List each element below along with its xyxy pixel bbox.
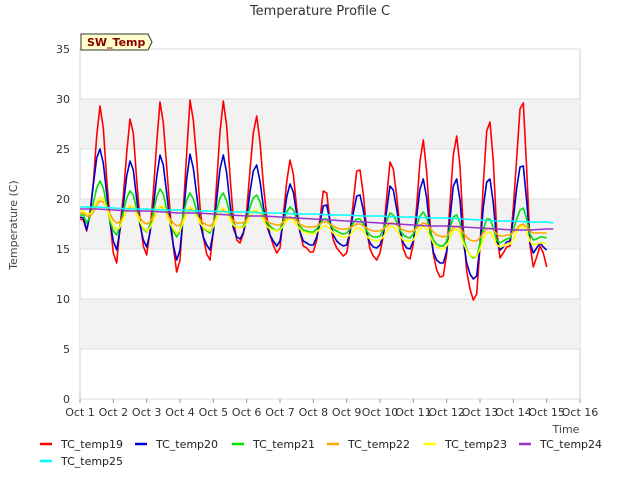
- legend-label-TC_temp25: TC_temp25: [60, 455, 123, 468]
- series-lines: [79, 99, 554, 301]
- x-tick-label: Oct 11: [395, 406, 432, 419]
- legend-label-TC_temp24: TC_temp24: [539, 438, 602, 451]
- x-tick-label: Oct 14: [495, 406, 532, 419]
- x-tick-label: Oct 6: [232, 406, 262, 419]
- annotation-box: SW_Temp: [80, 33, 153, 51]
- annotation-shape: [80, 33, 153, 51]
- y-tick-label: 5: [63, 343, 70, 356]
- x-tick-label: Oct 1: [65, 406, 95, 419]
- x-tick-label: Oct 10: [362, 406, 399, 419]
- x-axis-title: Time: [552, 423, 580, 436]
- series-line-TC_temp19: [79, 99, 548, 301]
- x-tick-label: Oct 9: [332, 406, 362, 419]
- x-tick-label: Oct 12: [428, 406, 465, 419]
- grid-lines: [80, 48, 580, 400]
- x-tick-label: Oct 13: [462, 406, 499, 419]
- x-tick-label: Oct 3: [132, 406, 162, 419]
- legend-label-TC_temp19: TC_temp19: [60, 438, 123, 451]
- series-line-TC_temp24: [80, 208, 554, 231]
- y-tick-label: 25: [56, 143, 70, 156]
- legend-label-TC_temp23: TC_temp23: [444, 438, 507, 451]
- series-line-TC_temp25: [80, 206, 554, 224]
- chart-title: Temperature Profile C: [249, 4, 390, 19]
- y-tick-label: 20: [56, 193, 70, 206]
- x-tick-label: Oct 8: [299, 406, 329, 419]
- x-tick-label: Oct 7: [265, 406, 295, 419]
- y-tick-label: 10: [56, 293, 70, 306]
- legend-label-TC_temp21: TC_temp21: [252, 438, 315, 451]
- x-tick-label: Oct 4: [165, 406, 195, 419]
- plot-band: [80, 99, 580, 149]
- y-tick-label: 35: [56, 43, 70, 56]
- y-tick-label: 30: [56, 93, 70, 106]
- x-tick-label: Oct 15: [528, 406, 565, 419]
- legend-label-TC_temp22: TC_temp22: [347, 438, 410, 451]
- x-tick-label: Oct 2: [99, 406, 129, 419]
- plot-band: [80, 299, 580, 349]
- y-axis-title: Temperature (C): [7, 180, 20, 270]
- y-tick-label: 15: [56, 243, 70, 256]
- legend-label-TC_temp20: TC_temp20: [155, 438, 218, 451]
- series-line-TC_temp20: [79, 148, 548, 280]
- annotation-label: SW_Temp: [87, 36, 146, 49]
- x-tick-label: Oct 5: [199, 406, 229, 419]
- legend: TC_temp19 TC_temp20 TC_temp21 TC_temp22 TC_t…: [40, 438, 602, 468]
- y-tick-label: 0: [63, 393, 70, 406]
- x-tick-label: Oct 16: [562, 406, 599, 419]
